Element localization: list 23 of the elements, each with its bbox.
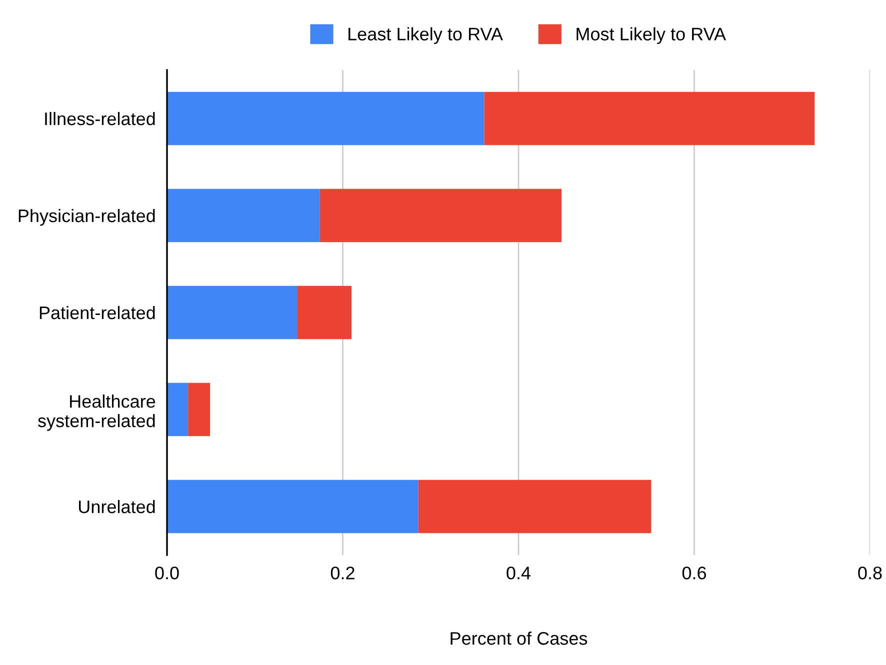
bar bbox=[320, 188, 562, 242]
legend-label: Least Likely to RVA bbox=[348, 27, 503, 44]
bar bbox=[167, 188, 320, 242]
y-tick-label: Illness-related bbox=[45, 112, 155, 126]
x-tick-label: 0.8 bbox=[858, 566, 882, 580]
y-tick-label: Patient-related bbox=[40, 306, 155, 320]
x-tick-label: 0.0 bbox=[155, 566, 179, 580]
bar bbox=[167, 480, 418, 534]
bar bbox=[297, 286, 352, 340]
bar bbox=[484, 92, 815, 146]
legend-label: Most Likely to RVA bbox=[576, 27, 726, 44]
bar bbox=[418, 480, 652, 534]
bar bbox=[188, 382, 210, 436]
x-tick-label: 0.4 bbox=[506, 566, 531, 580]
bar bbox=[167, 92, 484, 146]
y-tick-label: Unrelated bbox=[79, 500, 155, 514]
x-tick-label: 0.6 bbox=[682, 566, 706, 580]
x-axis-title: Percent of Cases bbox=[450, 632, 588, 645]
x-tick-label: 0.2 bbox=[330, 566, 354, 580]
y-tick-label: Healthcare system-related bbox=[38, 394, 156, 431]
bar bbox=[167, 382, 188, 436]
bar bbox=[167, 286, 298, 340]
y-tick-label: Physician-related bbox=[18, 208, 155, 226]
